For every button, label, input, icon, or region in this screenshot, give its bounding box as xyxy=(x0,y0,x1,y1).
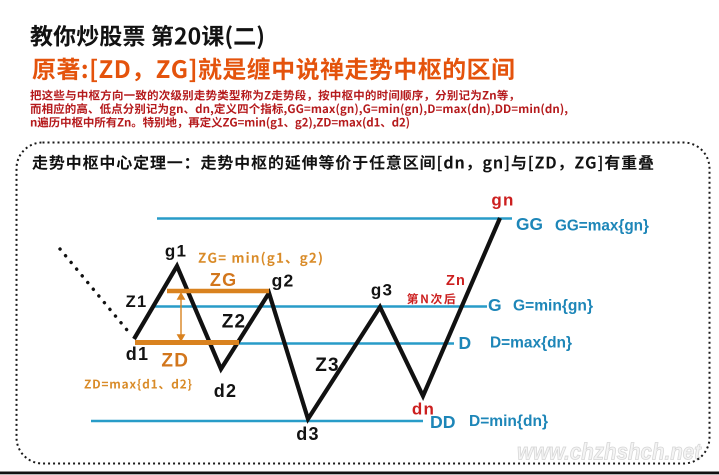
svg-text:g1: g1 xyxy=(165,242,187,261)
svg-text:G=min{gn}: G=min{gn} xyxy=(513,298,593,315)
svg-text:Z2: Z2 xyxy=(222,312,247,333)
svg-text:d2: d2 xyxy=(214,381,237,401)
svg-text:d1: d1 xyxy=(126,344,149,364)
svg-text:ZG: ZG xyxy=(210,270,237,290)
svg-text:Zn: Zn xyxy=(446,273,466,289)
svg-text:Z3: Z3 xyxy=(315,355,340,376)
svg-text:g3: g3 xyxy=(371,281,393,300)
svg-text:ZD: ZD xyxy=(161,351,189,372)
svg-text:D=min{dn}: D=min{dn} xyxy=(469,413,548,430)
svg-text:D: D xyxy=(459,333,472,353)
svg-text:g2: g2 xyxy=(272,271,295,291)
svg-text:gn: gn xyxy=(491,191,514,210)
svg-text:GG: GG xyxy=(516,214,543,234)
svg-text:dn: dn xyxy=(412,400,435,419)
svg-text:GG=max{gn}: GG=max{gn} xyxy=(555,218,649,235)
svg-text:G: G xyxy=(488,295,502,315)
svg-text:D=max{dn}: D=max{dn} xyxy=(490,335,572,352)
svg-text:DD: DD xyxy=(430,412,456,432)
svg-text:d3: d3 xyxy=(296,424,319,444)
svg-text:Z1: Z1 xyxy=(126,293,148,311)
svg-text:www.chzhshch.net: www.chzhshch.net xyxy=(517,439,702,465)
